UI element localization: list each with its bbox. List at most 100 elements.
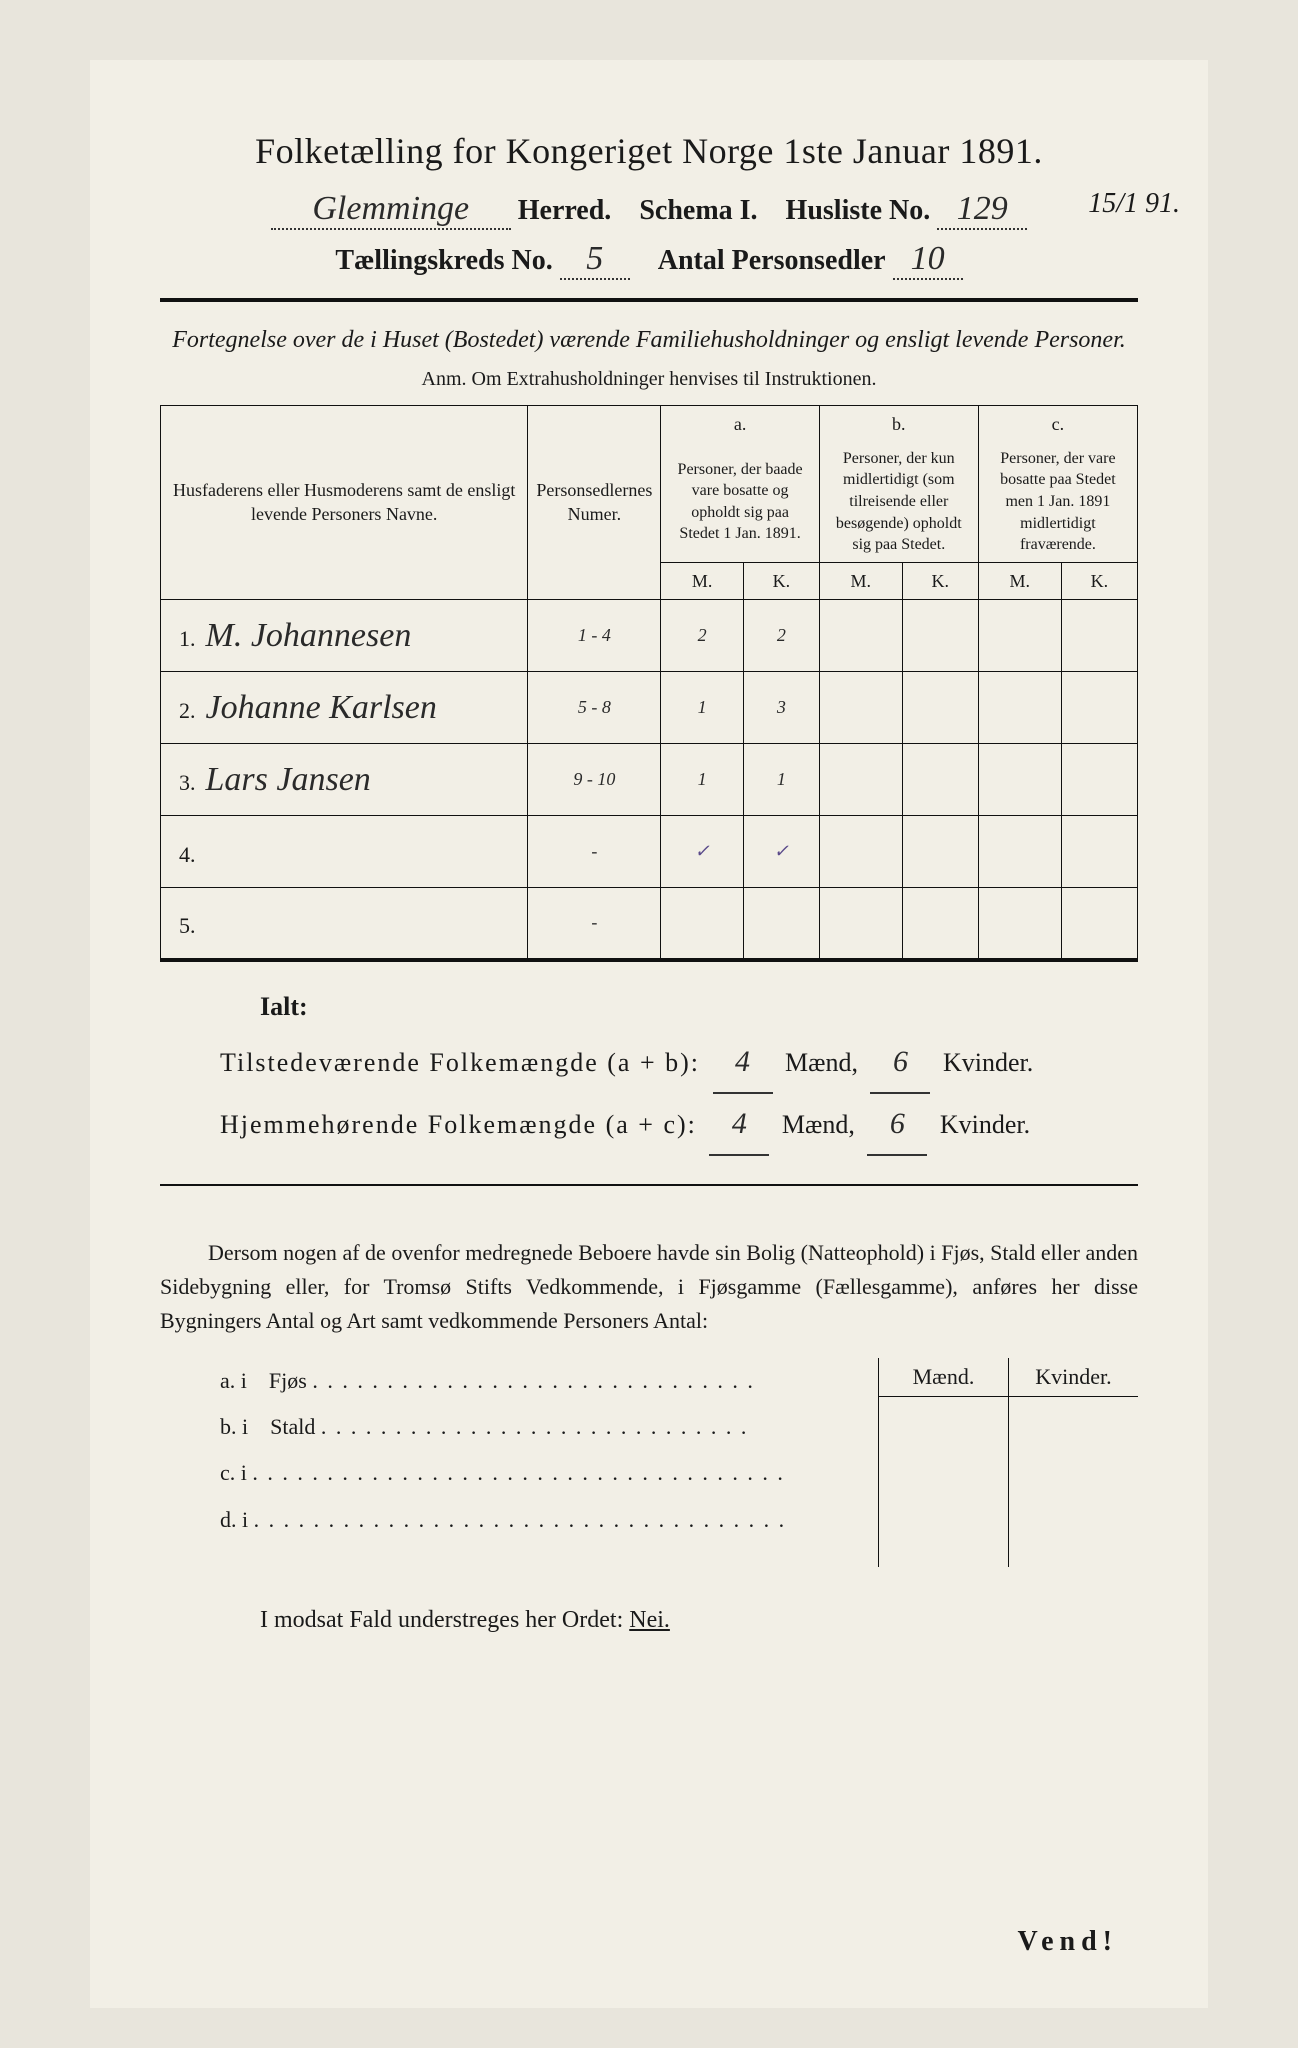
kreds-value: 5 — [560, 240, 630, 280]
anm-note: Anm. Om Extrahusholdninger henvises til … — [160, 368, 1138, 391]
tot1-label: Tilstedeværende Folkemængde (a + b): — [220, 1048, 700, 1077]
margin-date-note: 15/1 91. — [1088, 188, 1180, 220]
main-table: Husfaderens eller Husmoderens samt de en… — [160, 405, 1138, 962]
row-numer: 5 - 8 — [528, 672, 661, 744]
side-row-label: b. i — [220, 1414, 248, 1439]
totals-block: Tilstedeværende Folkemængde (a + b): 4 M… — [160, 1032, 1138, 1156]
antal-label: Antal Personsedler — [658, 245, 886, 276]
antal-value: 10 — [893, 240, 963, 280]
th-c-m: M. — [978, 562, 1061, 599]
header-line-3: Tællingskreds No. 5 Antal Personsedler 1… — [160, 240, 1138, 280]
schema-label: Schema I. — [639, 195, 757, 226]
table-row: 4. - ✓ ✓ — [161, 816, 1138, 888]
cell-cm — [978, 888, 1061, 960]
cell-ck — [1061, 600, 1137, 672]
th-c-top: c. — [978, 405, 1137, 442]
cell-bk — [902, 672, 978, 744]
side-row-label: d. i — [220, 1507, 248, 1532]
tot2-m: 4 — [709, 1094, 769, 1156]
th-name: Husfaderens eller Husmoderens samt de en… — [161, 405, 528, 600]
cell-ck — [1061, 672, 1137, 744]
side-m-head: Mænd. — [879, 1358, 1008, 1397]
cell-ak: 2 — [743, 600, 819, 672]
herred-label: Herred. — [518, 195, 612, 226]
table-row: 1.M. Johannesen 1 - 4 2 2 — [161, 600, 1138, 672]
cell-bm — [819, 816, 902, 888]
cell-ak: 1 — [743, 744, 819, 816]
side-table: a. i Fjøs . . . . . . . . . . . . . . . … — [160, 1358, 1138, 1567]
cell-am — [661, 888, 744, 960]
side-k-head: Kvinder. — [1009, 1358, 1138, 1397]
cell-ck — [1061, 744, 1137, 816]
table-row: 2. Johanne Karlsen 5 - 8 1 3 — [161, 672, 1138, 744]
cell-cm — [978, 672, 1061, 744]
maend-label: Mænd, — [785, 1048, 858, 1077]
th-a-m: M. — [661, 562, 744, 599]
cell-bm — [819, 672, 902, 744]
herred-value: Glemminge — [271, 190, 511, 230]
cell-bk — [902, 888, 978, 960]
cell-ak: 3 — [743, 672, 819, 744]
cell-cm — [978, 600, 1061, 672]
row-num: 4. — [179, 842, 196, 867]
row-num: 3. — [179, 770, 196, 795]
table-row: 3. Lars Jansen 9 - 10 1 1 — [161, 744, 1138, 816]
side-row-label: c. i — [220, 1460, 247, 1485]
row-name: Johanne Karlsen — [206, 689, 437, 726]
row-numer: 1 - 4 — [528, 600, 661, 672]
dots: . . . . . . . . . . . . . . . . . . . . … — [252, 1460, 785, 1485]
cell-am: 1 — [661, 672, 744, 744]
dots: . . . . . . . . . . . . . . . . . . . . … — [321, 1414, 749, 1439]
maend-label: Mænd, — [782, 1110, 855, 1139]
husliste-value: 129 — [937, 190, 1027, 230]
ialt-label: Ialt: — [160, 992, 1138, 1022]
cell-ck — [1061, 816, 1137, 888]
row-name: M. Johannesen — [206, 617, 412, 654]
kvinder-label: Kvinder. — [940, 1110, 1030, 1139]
cell-ak: ✓ — [743, 816, 819, 888]
divider — [160, 1184, 1138, 1186]
tot2-label: Hjemmehørende Folkemængde (a + c): — [220, 1110, 697, 1139]
row-numer: 9 - 10 — [528, 744, 661, 816]
th-a: Personer, der baade vare bosatte og opho… — [661, 442, 819, 562]
dots: . . . . . . . . . . . . . . . . . . . . … — [254, 1507, 787, 1532]
th-b-m: M. — [819, 562, 902, 599]
side-row-label: a. i — [220, 1368, 247, 1393]
side-row-name: Fjøs — [269, 1368, 307, 1393]
table-row: 5. - — [161, 888, 1138, 960]
row-numer: - — [528, 816, 661, 888]
th-b-top: b. — [819, 405, 978, 442]
row-numer: - — [528, 888, 661, 960]
th-c: Personer, der vare bosatte paa Stedet me… — [978, 442, 1137, 562]
page-title: Folketælling for Kongeriget Norge 1ste J… — [160, 130, 1138, 172]
cell-am: ✓ — [661, 816, 744, 888]
husliste-label: Husliste No. — [786, 195, 931, 226]
th-b: Personer, der kun midlertidigt (som tilr… — [819, 442, 978, 562]
tot2-k: 6 — [867, 1094, 927, 1156]
cell-bk — [902, 600, 978, 672]
subtitle: Fortegnelse over de i Huset (Bostedet) v… — [160, 324, 1138, 358]
th-c-k: K. — [1061, 562, 1137, 599]
side-row-name: Stald — [270, 1414, 315, 1439]
header-line-2: Glemminge Herred. Schema I. Husliste No.… — [160, 190, 1138, 230]
nei-pre: I modsat Fald understreges her Ordet: — [260, 1607, 629, 1633]
kvinder-label: Kvinder. — [943, 1048, 1033, 1077]
cell-bk — [902, 816, 978, 888]
cell-ck — [1061, 888, 1137, 960]
th-b-k: K. — [902, 562, 978, 599]
cell-cm — [978, 744, 1061, 816]
nei-line: I modsat Fald understreges her Ordet: Ne… — [160, 1607, 1138, 1634]
cell-bm — [819, 600, 902, 672]
tot1-k: 6 — [870, 1032, 930, 1094]
cell-bk — [902, 744, 978, 816]
cell-cm — [978, 816, 1061, 888]
dots: . . . . . . . . . . . . . . . . . . . . … — [312, 1368, 755, 1393]
tot1-m: 4 — [713, 1032, 773, 1094]
vend-label: Vend! — [1017, 1926, 1118, 1958]
row-name: Lars Jansen — [206, 761, 371, 798]
row-num: 2. — [179, 698, 196, 723]
cell-am: 2 — [661, 600, 744, 672]
cell-am: 1 — [661, 744, 744, 816]
cell-ak — [743, 888, 819, 960]
paragraph: Dersom nogen af de ovenfor medregnede Be… — [160, 1236, 1138, 1338]
